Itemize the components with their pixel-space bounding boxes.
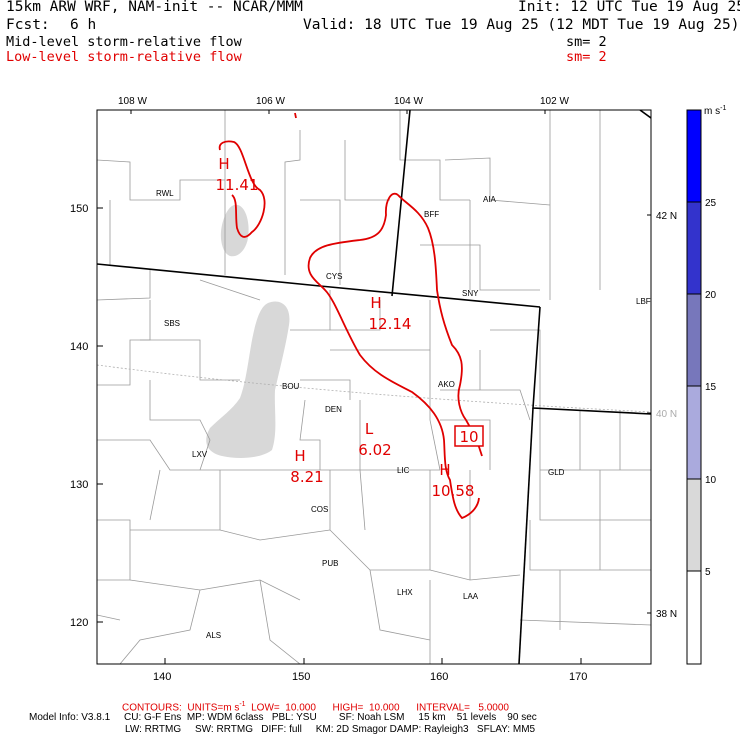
lat-label-38n: 38 N — [656, 609, 677, 620]
x-tick-140: 140 — [153, 671, 171, 683]
colorbar-band-15-20 — [687, 294, 701, 386]
lon-label-108w: 108 W — [118, 96, 147, 107]
red-contours — [218, 112, 483, 520]
high-value-central: 12.14 — [369, 315, 412, 333]
station-sny: SNY — [462, 289, 479, 298]
colorbar-band-5-10 — [687, 479, 701, 571]
colorbar-label-25: 25 — [705, 198, 717, 209]
plot-frame — [96, 109, 652, 665]
colorbar-label-5: 5 — [705, 567, 711, 578]
y-tick-120: 120 — [70, 617, 88, 629]
high-marker-east: H — [439, 461, 450, 479]
shaded-area-north — [220, 204, 249, 257]
station-den: DEN — [325, 405, 342, 414]
station-bou: BOU — [282, 382, 300, 391]
high-marker-central: H — [370, 294, 381, 312]
lon-label-102w: 102 W — [540, 96, 569, 107]
station-aia: AIA — [483, 195, 497, 204]
lat-label-42n: 42 N — [656, 211, 677, 222]
colorbar-label-20: 20 — [705, 290, 717, 301]
low-marker: L — [365, 420, 374, 438]
station-ako: AKO — [438, 380, 455, 389]
high-value-north: 11.41 — [216, 176, 259, 194]
contour-east — [397, 194, 483, 457]
lon-label-106w: 106 W — [256, 96, 285, 107]
station-cys: CYS — [326, 272, 342, 281]
station-bff: BFF — [424, 210, 439, 219]
y-tick-130: 130 — [70, 479, 88, 491]
contour-value-box — [454, 425, 484, 447]
contour-north — [218, 140, 266, 238]
station-als: ALS — [206, 631, 221, 640]
colorbar-label-15: 15 — [705, 382, 717, 393]
x-tick-170: 170 — [569, 671, 587, 683]
model-title: 15km ARW WRF, NAM-init -- NCAR/MMM — [6, 0, 303, 15]
lat-label-40n: 40 N — [656, 409, 677, 420]
colorbar-band-10-15 — [687, 386, 701, 479]
colorbar-label-10: 10 — [705, 475, 717, 486]
contour-value-box-label: 10 — [459, 428, 478, 446]
valid-time: Valid: 18 UTC Tue 19 Aug 25 (12 MDT Tue … — [303, 17, 740, 33]
contour-central — [307, 192, 480, 520]
station-lhx: LHX — [397, 588, 413, 597]
map-plot-area — [97, 110, 651, 664]
station-lbf: LBF — [636, 297, 651, 306]
high-marker-north: H — [218, 155, 229, 173]
high-value-west: 8.21 — [290, 468, 323, 486]
station-gld: GLD — [548, 468, 565, 477]
low-level-sm: sm= 2 — [566, 49, 607, 65]
x-tick-160: 160 — [430, 671, 448, 683]
forecast-hour: 6 h — [70, 17, 97, 33]
latitude-dotted-line — [97, 364, 651, 413]
station-rwl: RWL — [156, 189, 174, 198]
station-laa: LAA — [463, 592, 479, 601]
tick-marks — [97, 110, 651, 664]
low-level-label: Low-level storm-relative flow — [6, 49, 242, 65]
y-tick-150: 150 — [70, 203, 88, 215]
station-lic: LIC — [397, 466, 410, 475]
forecast-label: Fcst: — [6, 17, 50, 33]
y-tick-140: 140 — [70, 341, 88, 353]
contour-info: CONTOURS: UNITS=m s-1 LOW= 10.000 HIGH= … — [122, 701, 509, 714]
init-time: Init: 12 UTC Tue 19 Aug 25 — [518, 0, 740, 15]
colorbar-units: m s-1 — [704, 105, 726, 117]
station-sbs: SBS — [164, 319, 180, 328]
x-tick-150: 150 — [292, 671, 310, 683]
county-lines — [97, 110, 651, 664]
shaded-area-south — [206, 301, 290, 458]
model-info-line-1: Model Info: V3.8.1 CU: G-F Ens MP: WDM 6… — [29, 712, 537, 723]
station-lxv: LXV — [192, 450, 208, 459]
colorbar-band-0-5 — [687, 571, 701, 664]
mid-level-sm: sm= 2 — [566, 34, 607, 50]
lon-label-104w: 104 W — [394, 96, 423, 107]
high-value-east: 10.58 — [432, 482, 475, 500]
model-info-line-2: LW: RRTMG SW: RRTMG DIFF: full KM: 2D Sm… — [125, 724, 536, 735]
colorbar-band-20-25 — [687, 202, 701, 294]
colorbar-band-25-plus — [687, 110, 701, 202]
high-marker-west: H — [294, 447, 305, 465]
low-value: 6.02 — [358, 441, 391, 459]
mid-level-label: Mid-level storm-relative flow — [6, 34, 242, 50]
colorbar — [686, 109, 702, 665]
station-pub: PUB — [322, 559, 338, 568]
station-cos: COS — [311, 505, 328, 514]
